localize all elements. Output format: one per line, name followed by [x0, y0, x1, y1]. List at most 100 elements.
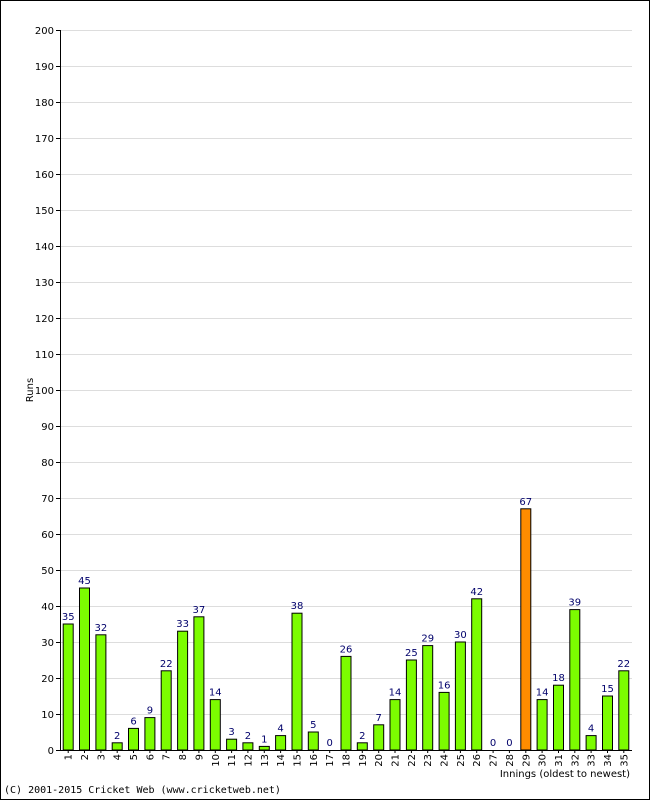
x-tick-label: 20 [374, 754, 385, 767]
value-label: 14 [389, 688, 402, 699]
x-tick-label: 22 [407, 754, 418, 767]
bar-innings-30 [536, 699, 548, 751]
bar-innings-1 [62, 623, 74, 751]
value-label: 22 [160, 659, 173, 670]
labels: 0102030405060708090100110120130140150160… [35, 26, 630, 767]
y-tick-label: 140 [35, 242, 54, 253]
value-label: 2 [359, 731, 365, 742]
y-tick-label: 200 [35, 26, 54, 37]
x-tick-label: 33 [587, 754, 598, 767]
bar-innings-35 [618, 670, 630, 751]
y-tick-label: 30 [41, 638, 54, 649]
value-label: 16 [438, 680, 451, 691]
bar-innings-22 [405, 659, 417, 751]
bar-innings-16 [307, 731, 319, 751]
bar-innings-29 [520, 508, 532, 751]
x-tick-label: 30 [538, 754, 549, 767]
bar-innings-7 [160, 670, 172, 751]
x-tick-label: 21 [391, 754, 402, 767]
y-tick-label: 70 [41, 494, 54, 505]
y-tick-label: 150 [35, 206, 54, 217]
value-label: 4 [277, 724, 283, 735]
bar-innings-15 [291, 612, 303, 751]
bar-innings-2 [79, 587, 90, 751]
y-tick-label: 20 [41, 674, 54, 685]
value-label: 18 [552, 673, 565, 684]
bar-innings-4 [111, 742, 123, 751]
x-tick-label: 3 [96, 754, 107, 760]
x-tick-label: 7 [162, 754, 173, 760]
x-tick-label: 12 [243, 754, 254, 767]
value-label: 6 [130, 716, 136, 727]
y-tick-label: 0 [48, 746, 54, 757]
value-label: 5 [310, 720, 316, 731]
value-label: 0 [506, 738, 512, 749]
value-label: 0 [490, 738, 496, 749]
bar-innings-18 [340, 655, 352, 751]
x-tick-label: 26 [472, 754, 483, 767]
x-tick-label: 4 [113, 754, 124, 760]
x-tick-label: 29 [521, 754, 532, 767]
value-label: 38 [291, 601, 304, 612]
y-tick-label: 190 [35, 62, 54, 73]
value-label: 45 [78, 576, 91, 587]
value-label: 30 [454, 630, 467, 641]
x-tick-label: 27 [489, 754, 500, 767]
bar-innings-23 [422, 645, 434, 751]
x-tick-label: 24 [440, 754, 451, 767]
y-tick-label: 60 [41, 530, 54, 541]
value-label: 9 [147, 706, 153, 717]
bar-innings-31 [553, 684, 564, 751]
bar-innings-21 [389, 699, 401, 751]
x-tick-label: 25 [456, 754, 467, 767]
bar-innings-9 [193, 616, 205, 751]
bar-innings-20 [373, 724, 385, 751]
bar-innings-26 [471, 598, 483, 751]
value-label: 1 [261, 734, 267, 745]
axes [56, 30, 632, 753]
x-tick-label: 9 [194, 754, 205, 760]
y-tick-label: 110 [35, 350, 54, 361]
value-label: 33 [176, 619, 189, 630]
x-tick-label: 15 [293, 754, 304, 767]
x-tick-label: 11 [227, 754, 238, 767]
x-tick-label: 14 [276, 754, 287, 767]
value-label: 0 [327, 738, 333, 749]
y-tick-label: 80 [41, 458, 54, 469]
x-tick-label: 28 [505, 754, 516, 767]
bars [62, 508, 630, 751]
value-label: 7 [376, 713, 382, 724]
value-label: 35 [62, 612, 75, 623]
copyright-footer: (C) 2001-2015 Cricket Web (www.cricketwe… [4, 785, 281, 796]
value-label: 3 [228, 727, 234, 738]
bar-innings-3 [95, 634, 107, 751]
value-label: 26 [340, 644, 353, 655]
value-label: 22 [617, 659, 630, 670]
x-tick-label: 31 [554, 754, 565, 767]
x-tick-label: 16 [309, 754, 320, 767]
x-tick-label: 34 [603, 754, 614, 767]
value-label: 14 [536, 688, 549, 699]
y-tick-label: 160 [35, 170, 54, 181]
x-axis-label: Innings (oldest to newest) [500, 769, 630, 780]
bar-innings-34 [602, 695, 613, 751]
value-label: 2 [114, 731, 120, 742]
x-tick-label: 18 [342, 754, 353, 767]
y-tick-label: 170 [35, 134, 54, 145]
y-tick-label: 120 [35, 314, 54, 325]
bar-innings-5 [128, 727, 139, 751]
value-label: 42 [470, 587, 483, 598]
value-label: 15 [601, 684, 614, 695]
bar-innings-33 [585, 735, 597, 751]
bar-innings-24 [438, 691, 450, 751]
x-tick-label: 23 [423, 754, 434, 767]
value-label: 67 [519, 497, 532, 508]
bar-innings-13 [258, 745, 270, 751]
x-tick-label: 6 [145, 754, 156, 760]
grid-lines [60, 30, 632, 715]
x-tick-label: 1 [64, 754, 75, 760]
value-label: 29 [421, 634, 434, 645]
bar-innings-11 [226, 738, 238, 751]
